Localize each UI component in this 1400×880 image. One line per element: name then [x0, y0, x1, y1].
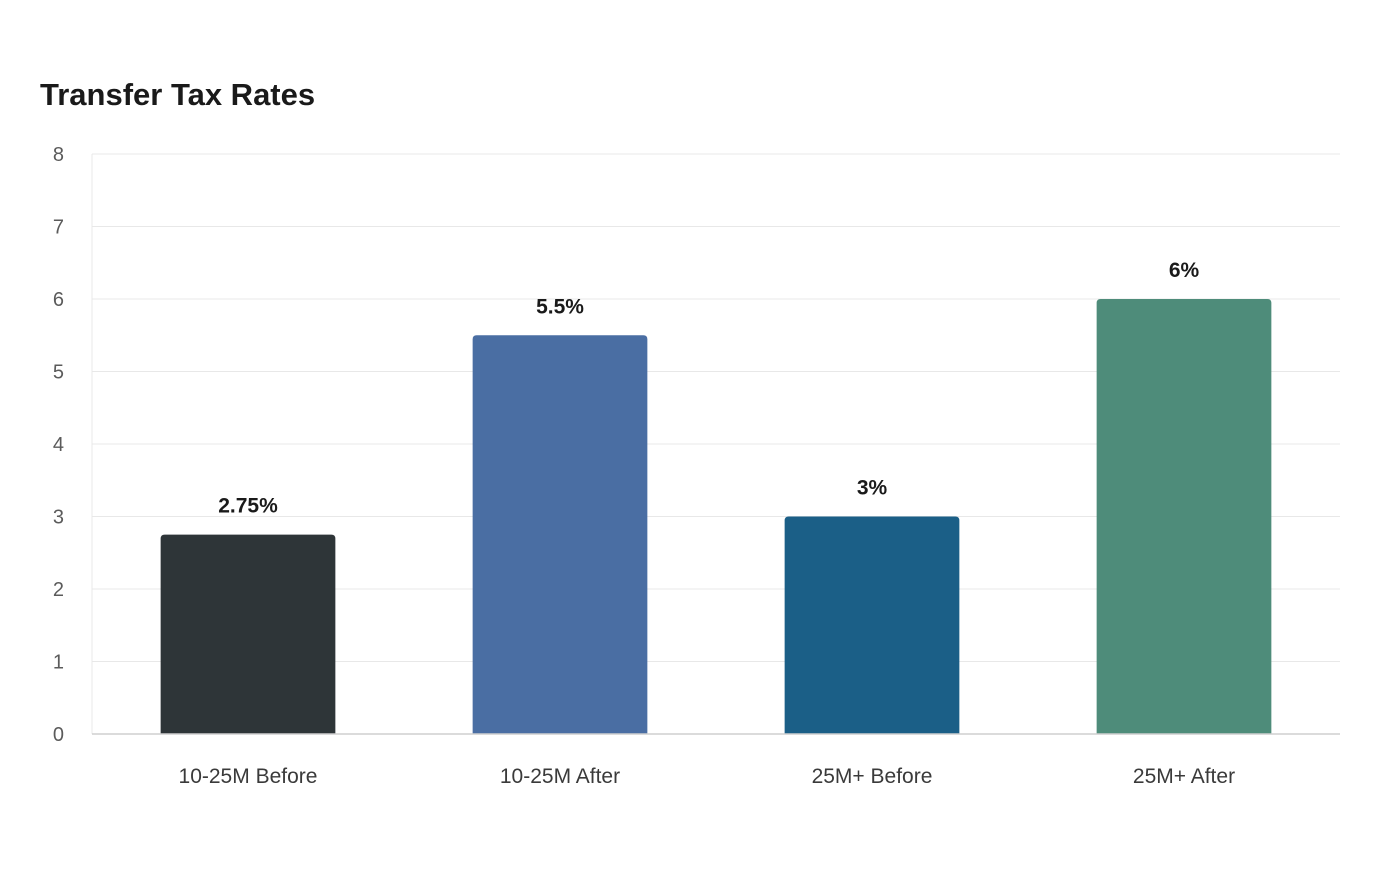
y-tick-label: 1: [53, 652, 64, 674]
data-label: 2.75%: [218, 495, 278, 518]
x-tick-label: 10-25M Before: [179, 765, 318, 788]
data-label: 6%: [1169, 259, 1200, 282]
axis-layer: [91, 154, 1340, 735]
bar: [784, 516, 960, 734]
y-tick-label: 3: [53, 507, 64, 529]
bars-layer: [160, 299, 1272, 734]
bar: [472, 335, 648, 734]
y-tick-label: 5: [53, 362, 64, 384]
bar: [1096, 299, 1272, 734]
y-tick-label: 7: [53, 217, 64, 239]
chart-title: Transfer Tax Rates: [40, 77, 316, 112]
labels-layer: 0 1 2 3 4 5 6 7 8 2.75% 10-25M Before 5.5% 10-25M Af…: [53, 144, 1235, 788]
y-tick-label: 4: [53, 434, 64, 456]
y-tick-label: 8: [53, 144, 64, 166]
x-tick-label: 25M+ After: [1133, 765, 1235, 788]
y-tick-label: 0: [53, 724, 64, 746]
data-label: 5.5%: [536, 295, 584, 318]
y-tick-label: 2: [53, 579, 64, 601]
y-tick-label: 6: [53, 289, 64, 311]
x-tick-label: 10-25M After: [500, 765, 620, 788]
bar: [160, 534, 336, 734]
data-label: 3%: [857, 477, 888, 500]
x-tick-label: 25M+ Before: [812, 765, 933, 788]
